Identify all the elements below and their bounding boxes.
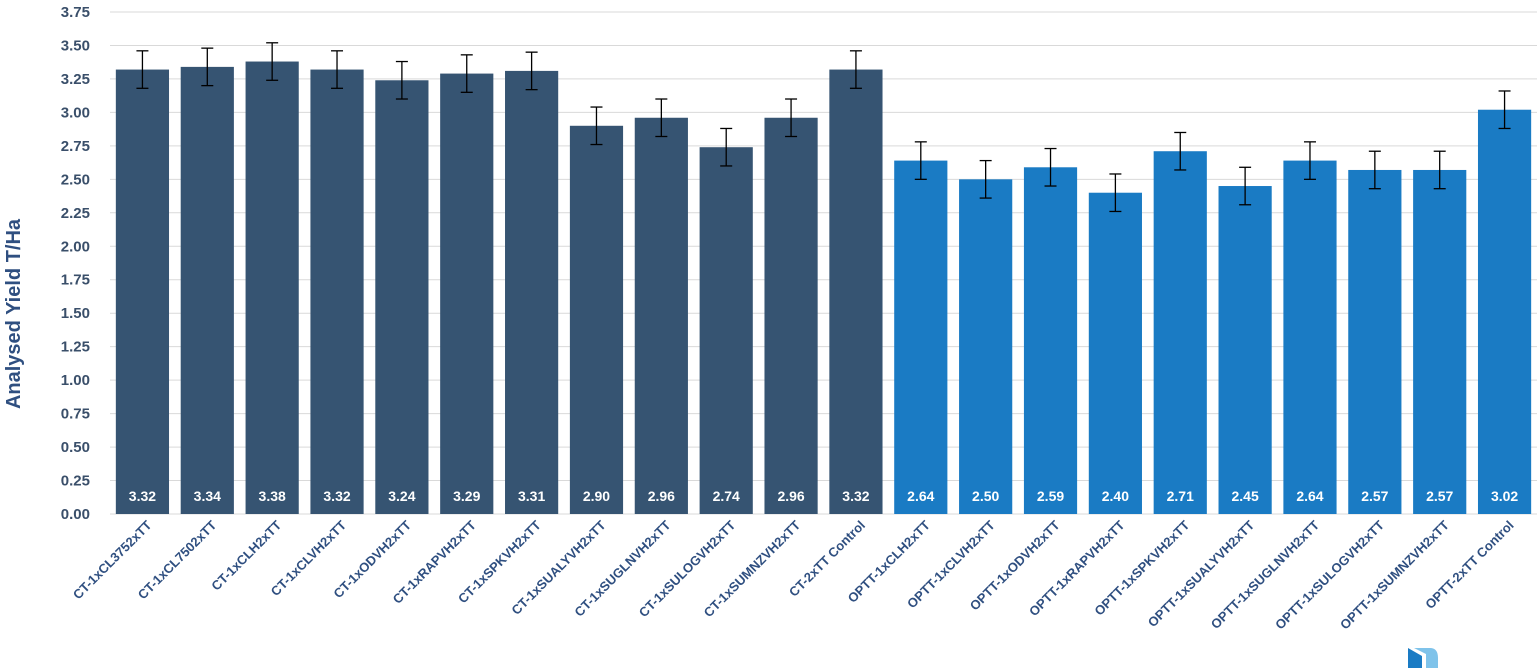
x-tick-label: OPTT-1xSULOGVH2xTT (1272, 517, 1387, 632)
data-label: 2.57 (1361, 488, 1388, 504)
error-bars (136, 42, 1511, 213)
data-label: 3.02 (1491, 488, 1518, 504)
bar (310, 69, 364, 514)
bar (894, 160, 948, 515)
data-labels: 3.32 3.34 3.38 3.32 3.24 3.29 3.31 2.90 2.96 2.74… (129, 488, 1519, 504)
bar (1218, 186, 1272, 514)
brand-logo (1408, 648, 1438, 668)
bar (505, 70, 559, 514)
y-tick-label: 2.75 (61, 138, 90, 155)
y-tick-label: 2.50 (61, 171, 90, 188)
bars (115, 61, 1532, 515)
data-label: 2.40 (1102, 488, 1129, 504)
bar (569, 125, 624, 514)
data-label: 2.90 (583, 488, 610, 504)
y-tick-label: 0.25 (61, 473, 90, 490)
data-label: 3.32 (129, 488, 156, 504)
bar (829, 69, 883, 514)
y-tick-label: 2.25 (61, 205, 90, 222)
data-label: 3.29 (453, 488, 480, 504)
bar (634, 117, 688, 514)
data-label: 2.96 (648, 488, 675, 504)
data-label: 3.32 (842, 488, 869, 504)
y-axis-label: Analysed Yield T/Ha (3, 218, 25, 409)
y-tick-label: 3.50 (61, 37, 90, 54)
bar (245, 61, 299, 514)
data-label: 3.34 (194, 488, 221, 504)
bar (764, 117, 818, 514)
bar (1088, 192, 1142, 514)
y-tick-label: 0.00 (61, 506, 90, 523)
data-label: 3.38 (259, 488, 286, 504)
x-tick-label: OPTT-1xSUMNZVH2xTT (1337, 517, 1452, 632)
bar (1348, 169, 1402, 515)
y-tick-label: 1.50 (61, 305, 90, 322)
data-label: 3.31 (518, 488, 545, 504)
y-tick-label: 1.25 (61, 339, 90, 356)
data-label: 2.74 (713, 488, 740, 504)
data-label: 2.71 (1167, 488, 1194, 504)
bar (180, 66, 234, 515)
data-label: 2.64 (1296, 488, 1323, 504)
bar (1413, 169, 1467, 515)
data-label: 2.45 (1231, 488, 1258, 504)
data-label: 2.50 (972, 488, 999, 504)
data-label: 2.96 (777, 488, 804, 504)
y-axis-ticks: 0.00 0.25 0.50 0.75 1.00 1.25 1.50 1.75 2.00 2.25… (61, 4, 90, 523)
bar (1283, 160, 1337, 515)
data-label: 3.32 (323, 488, 350, 504)
bar (959, 179, 1013, 515)
y-tick-label: 0.50 (61, 439, 90, 456)
y-tick-label: 2.00 (61, 238, 90, 255)
data-label: 2.59 (1037, 488, 1064, 504)
data-label: 2.64 (907, 488, 934, 504)
y-tick-label: 3.00 (61, 104, 90, 121)
bar (375, 80, 429, 514)
bar (115, 69, 170, 514)
y-tick-label: 3.25 (61, 71, 90, 88)
x-axis-ticks: CT-1xCL3752xTTCT-1xCL7502xTTCT-1xCLH2xTT… (70, 517, 1517, 632)
data-label: 2.57 (1426, 488, 1453, 504)
bar (699, 147, 753, 515)
bar (1023, 167, 1078, 514)
bar (1153, 151, 1207, 515)
data-label: 3.24 (388, 488, 415, 504)
bar (440, 73, 494, 514)
y-tick-label: 1.75 (61, 272, 90, 289)
x-tick-label: OPTT-1xSUGLNVH2xTT (1208, 517, 1322, 631)
y-tick-label: 3.75 (61, 4, 90, 21)
y-tick-label: 0.75 (61, 406, 90, 423)
bar (1477, 109, 1532, 515)
x-tick-label: OPTT-1xSUALYVH2xTT (1145, 517, 1257, 629)
y-tick-label: 1.00 (61, 372, 90, 389)
